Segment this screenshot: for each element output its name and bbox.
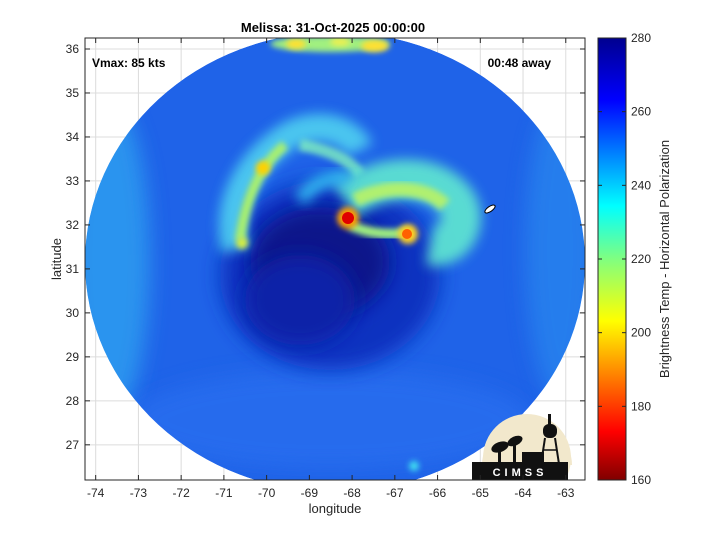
x-tick-label: -71 — [215, 486, 233, 500]
time-offset-annotation: 00:48 away — [488, 56, 552, 70]
x-axis-label: longitude — [309, 501, 362, 516]
colorbar-tick-label: 260 — [631, 105, 651, 119]
x-tick-label: -65 — [472, 486, 490, 500]
island-outline — [484, 204, 496, 214]
y-tick-label: 30 — [66, 306, 80, 320]
y-tick-label: 36 — [66, 42, 80, 56]
colorbar — [597, 37, 627, 481]
x-tick-label: -74 — [87, 486, 105, 500]
y-tick-label: 31 — [66, 262, 80, 276]
colorbar-tick-label: 180 — [631, 399, 651, 413]
x-tick-label: -70 — [258, 486, 276, 500]
x-tick-label: -64 — [514, 486, 532, 500]
x-axis: -74 -73 -72 -71 -70 -69 -68 -67 -66 -65 -64 -63 — [87, 38, 575, 500]
colorbar-ticks: 160 180 200 220 240 260 280 — [598, 31, 651, 487]
y-tick-label: 33 — [66, 174, 80, 188]
vmax-annotation: Vmax: 85 kts — [92, 56, 166, 70]
y-tick-label: 28 — [66, 394, 80, 408]
chart-title: Melissa: 31-Oct-2025 00:00:00 — [241, 20, 425, 35]
x-tick-label: -67 — [386, 486, 404, 500]
plot-frame — [84, 37, 586, 481]
cimss-logo: CIMSS — [472, 414, 572, 480]
y-tick-label: 27 — [66, 438, 80, 452]
swath-image — [85, 38, 585, 480]
x-tick-label: -68 — [343, 486, 361, 500]
y-tick-label: 32 — [66, 218, 80, 232]
y-tick-label: 34 — [66, 130, 80, 144]
colorbar-tick-label: 160 — [631, 473, 651, 487]
y-axis: 27 28 29 30 31 32 33 34 35 36 — [66, 42, 585, 452]
logo-text: CIMSS — [493, 467, 548, 479]
x-tick-label: -69 — [301, 486, 319, 500]
colorbar-tick-label: 240 — [631, 178, 651, 192]
colorbar-tick-label: 200 — [631, 326, 651, 340]
y-tick-label: 29 — [66, 350, 80, 364]
y-tick-label: 35 — [66, 86, 80, 100]
colorbar-label: Brightness Temp - Horizontal Polarizatio… — [657, 140, 672, 378]
x-tick-label: -72 — [172, 486, 190, 500]
colorbar-tick-label: 220 — [631, 252, 651, 266]
colorbar-tick-label: 280 — [631, 31, 651, 45]
y-axis-label: latitude — [49, 238, 64, 280]
x-tick-label: -63 — [557, 486, 575, 500]
x-tick-label: -73 — [130, 486, 148, 500]
x-tick-label: -66 — [429, 486, 447, 500]
